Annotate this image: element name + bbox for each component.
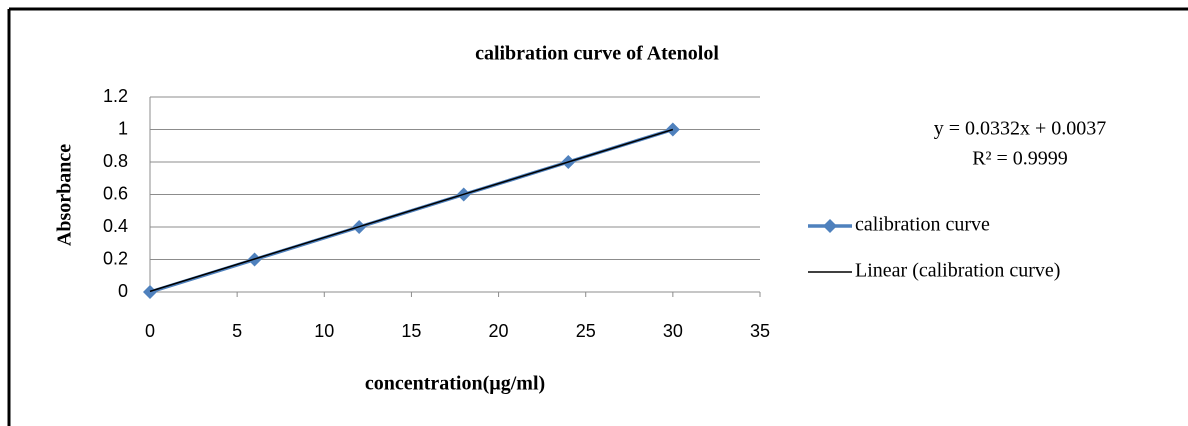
equation: y = 0.0332x + 0.0037	[934, 118, 1107, 140]
x-axis-label: concentration(µg/ml)	[365, 373, 545, 395]
y-tick-label: 0.8	[103, 151, 128, 171]
legend-marker	[823, 219, 837, 233]
y-tick-label: 0.4	[103, 216, 128, 236]
y-tick-label: 0.6	[103, 183, 128, 203]
r-squared: R² = 0.9999	[972, 148, 1068, 170]
trend-line	[149, 128, 674, 293]
y-tick-label: 0	[118, 281, 128, 301]
chart-title: calibration curve of Atenolol	[475, 43, 719, 65]
legend-label: calibration curve	[855, 214, 990, 236]
y-tick-label: 1.2	[103, 86, 128, 106]
x-tick-label: 25	[576, 321, 596, 341]
x-tick-label: 35	[750, 321, 770, 341]
x-tick-label: 0	[145, 321, 155, 341]
x-tick-label: 15	[401, 321, 421, 341]
y-tick-label: 0.2	[103, 248, 128, 268]
x-tick-label: 10	[314, 321, 334, 341]
data-point	[143, 285, 157, 299]
legend-label: Linear (calibration curve)	[855, 260, 1060, 282]
x-tick-label: 5	[232, 321, 242, 341]
x-tick-label: 20	[489, 321, 509, 341]
x-tick-label: 30	[663, 321, 683, 341]
y-axis-label: Absorbance	[54, 144, 76, 246]
y-tick-label: 1	[118, 118, 128, 138]
